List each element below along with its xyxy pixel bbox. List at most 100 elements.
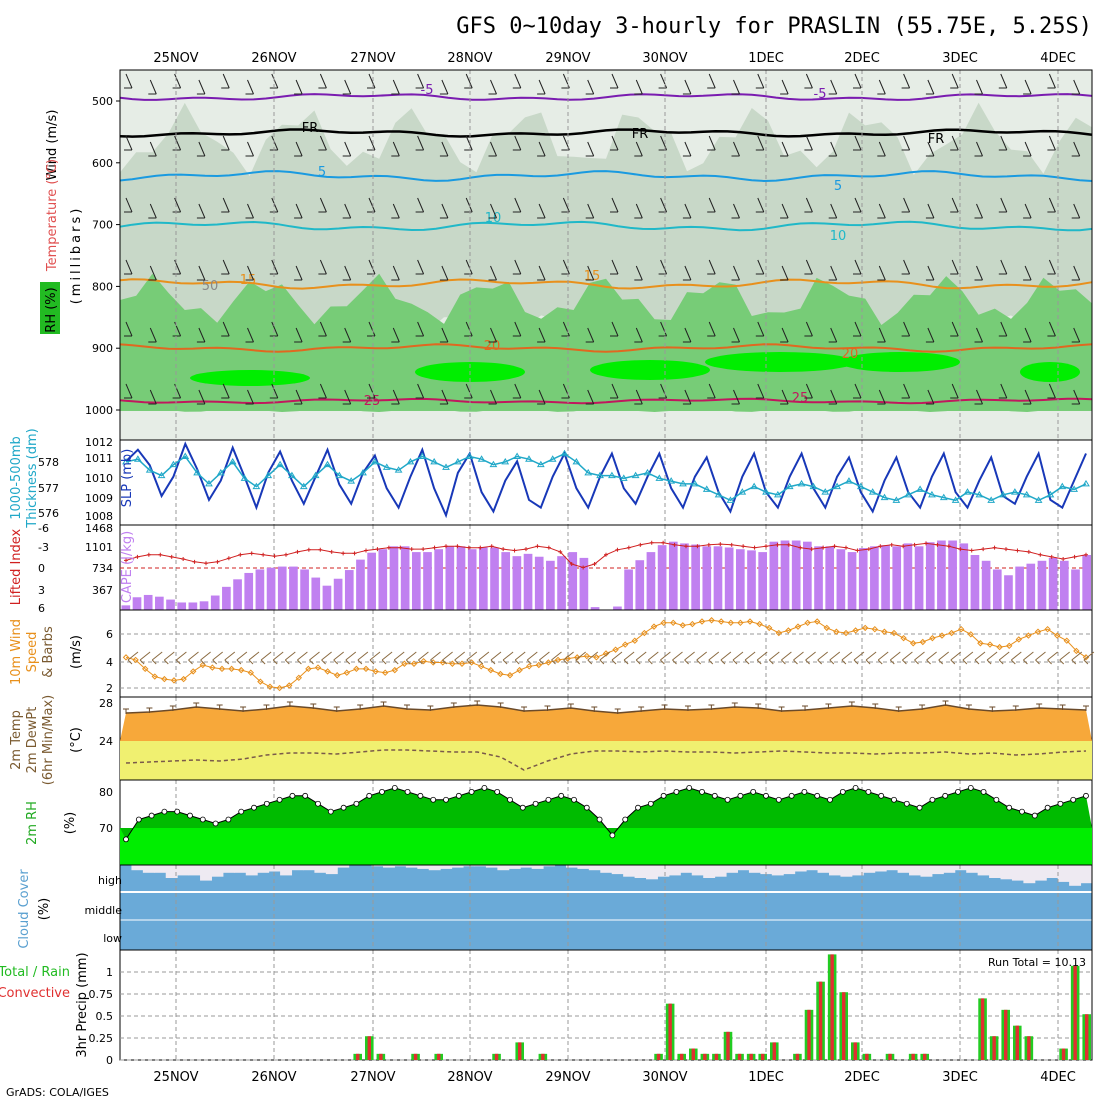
rh-point (315, 800, 321, 807)
wind-barb (585, 79, 595, 95)
upper-temp-label: Temperature (°C) (45, 159, 60, 272)
cape-bar (1015, 566, 1024, 610)
wind-barb (780, 389, 789, 405)
wind-barb (294, 141, 303, 157)
wind-barb (755, 197, 765, 213)
wind-speed-point (842, 629, 850, 637)
thickness-point (193, 468, 201, 476)
li-point (295, 549, 300, 554)
rh-point (391, 785, 398, 791)
wind-barb (901, 259, 911, 275)
temp-max-mark (1059, 704, 1066, 710)
cloud-level-label: middle (84, 904, 122, 917)
li-point (455, 544, 460, 549)
li-point (409, 547, 414, 552)
temp-max-mark (638, 706, 645, 712)
wind-barb (950, 383, 959, 399)
cloud-high-gap (325, 865, 338, 875)
li-point (1072, 554, 1077, 559)
cape-bar (244, 572, 254, 610)
surface-wind-barb (176, 651, 187, 665)
li-point (592, 561, 597, 566)
cape-bar (992, 569, 1002, 610)
thickness-point (975, 490, 984, 498)
cloud-high-gap (314, 865, 327, 873)
cloud-high-gap (714, 865, 727, 877)
rh-point (238, 808, 245, 815)
cloud-high-gap (737, 865, 750, 871)
temp-max-mark (240, 706, 247, 712)
temp-max-mark (1083, 705, 1089, 711)
surface-wind-barb (539, 651, 550, 665)
thickness-point (631, 471, 640, 479)
temp-max-mark (146, 707, 153, 713)
rh-high-blob (705, 352, 855, 372)
wind-barb (1023, 327, 1032, 343)
rh-point (647, 800, 654, 807)
wind-speed-point (132, 656, 139, 664)
rh-point (993, 796, 1000, 803)
cloud-high-gap (840, 865, 853, 877)
wind-barb (1023, 265, 1032, 281)
cape-bar (389, 546, 399, 610)
li-point (146, 552, 151, 557)
wind-barb (148, 389, 157, 405)
date-label-top: 25NOV (153, 51, 198, 66)
wind-speed-point (333, 672, 341, 679)
wind-barb (1023, 389, 1032, 405)
thickness-point (240, 474, 249, 481)
thickness-point (1011, 488, 1019, 495)
li-point (935, 542, 940, 547)
rh-point (967, 785, 974, 791)
thickness-point (797, 479, 806, 487)
cape-bar (445, 546, 455, 610)
thick-labels: 1000-500mb Thickness (dm) SLP (mb) (9, 428, 135, 528)
surface-wind-barb (418, 651, 429, 665)
cloud-high-gap (222, 865, 235, 873)
wind-speed-point (650, 623, 658, 630)
surface-wind-barb (986, 651, 998, 665)
wind-speed-point (401, 660, 408, 667)
thickness-point (359, 468, 367, 476)
wind-speed-line (125, 619, 1087, 689)
wind-speed-point (621, 641, 629, 648)
cloud-high-gap (1069, 865, 1082, 886)
cape-bar (534, 556, 544, 610)
cape-bar (1059, 560, 1069, 610)
thickness-point (987, 496, 996, 503)
thickness-point (382, 463, 391, 470)
wind-barb (415, 383, 425, 399)
wind-barb (196, 389, 206, 405)
wind-barb (682, 327, 692, 343)
cape-bar (568, 552, 578, 610)
temp-max-mark (216, 704, 223, 710)
li-point (375, 547, 380, 552)
cloud-high-gap (989, 865, 1002, 878)
rh-point (1044, 804, 1051, 811)
cape-tick: 367 (92, 584, 113, 597)
wind-barb (731, 141, 740, 157)
rh-point (340, 804, 347, 811)
wind-barb (974, 265, 983, 281)
surface-wind-barb (405, 651, 417, 665)
cape-bar (780, 540, 790, 610)
wind-barb (221, 321, 230, 337)
wind-speed-point (669, 619, 677, 627)
upper-rh-label: RH (%) (44, 287, 59, 332)
thickness-point (299, 482, 308, 490)
wind-speed-point (986, 641, 994, 648)
wind-barb (828, 389, 838, 405)
thickness-point (928, 490, 936, 498)
temp-max-mark (333, 706, 340, 712)
li-point (924, 541, 928, 546)
cape-bar (277, 566, 287, 610)
thickness-point (856, 482, 865, 490)
cloud-high-gap (760, 865, 773, 875)
li-point (204, 561, 208, 566)
wind-speed-point (497, 670, 504, 678)
wind-barb (1047, 135, 1056, 151)
li-tick: 0 (38, 562, 45, 575)
cloud-high-gap (1046, 865, 1059, 878)
cloud-high-gap (966, 865, 979, 873)
li-point (741, 544, 746, 549)
